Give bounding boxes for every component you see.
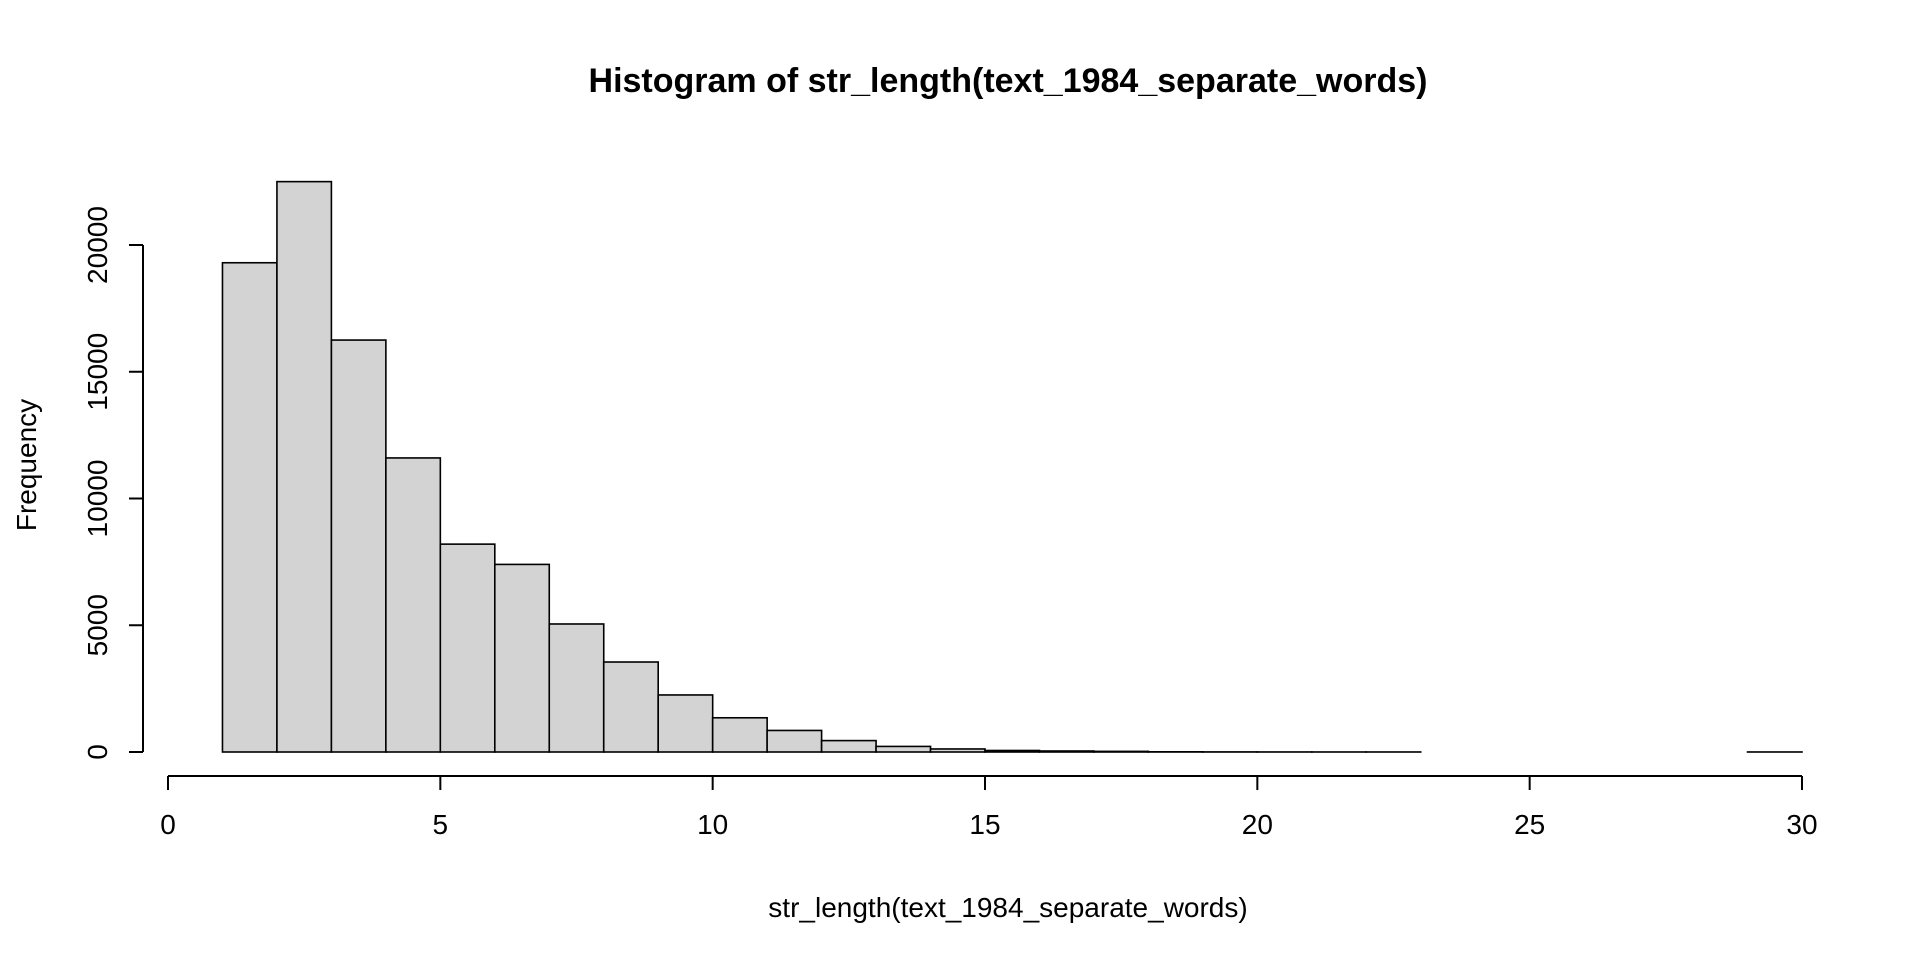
histogram-bar-1 [276, 180, 333, 753]
y-tick-label-3: 15000 [82, 333, 113, 411]
y-axis: 0 5000 10000 15000 20000 [82, 206, 144, 760]
y-tick-label-0: 0 [82, 744, 113, 760]
histogram-bar-11 [820, 739, 877, 753]
histogram-bar-5 [493, 563, 551, 753]
histogram-bar-0 [221, 261, 278, 753]
histogram-bar-13 [929, 748, 986, 753]
x-tick-label-2: 10 [697, 809, 728, 840]
histogram-bar-14 [984, 749, 1041, 753]
x-axis: 0 5 10 15 20 25 30 [160, 775, 1818, 840]
histogram-bar-3 [385, 457, 442, 753]
histogram-bar-16 [1093, 750, 1150, 753]
x-tick-label-6: 30 [1786, 809, 1817, 840]
histogram-bar-7 [602, 661, 659, 753]
y-tick-label-4: 20000 [82, 206, 113, 284]
x-tick-label-5: 25 [1514, 809, 1545, 840]
histogram-bar-4 [439, 543, 496, 753]
histogram-bar-12 [875, 745, 932, 753]
histogram-bar-10 [766, 729, 823, 753]
histogram-bar-6 [548, 623, 605, 753]
x-tick-label-0: 0 [160, 809, 176, 840]
histogram-bar-2 [330, 339, 387, 753]
y-axis-label: Frequency [11, 399, 42, 531]
histogram-bar-9 [711, 716, 768, 753]
x-tick-label-1: 5 [433, 809, 449, 840]
x-tick-label-4: 20 [1242, 809, 1273, 840]
histogram-bars [221, 180, 1803, 753]
y-tick-label-2: 10000 [82, 460, 113, 538]
histogram-bar-8 [657, 694, 714, 753]
chart-title: Histogram of str_length(text_1984_separa… [589, 62, 1428, 100]
x-tick-label-3: 15 [969, 809, 1000, 840]
y-tick-label-1: 5000 [82, 594, 113, 656]
x-axis-label: str_length(text_1984_separate_words) [768, 892, 1247, 923]
histogram-bar-15 [1038, 750, 1095, 753]
